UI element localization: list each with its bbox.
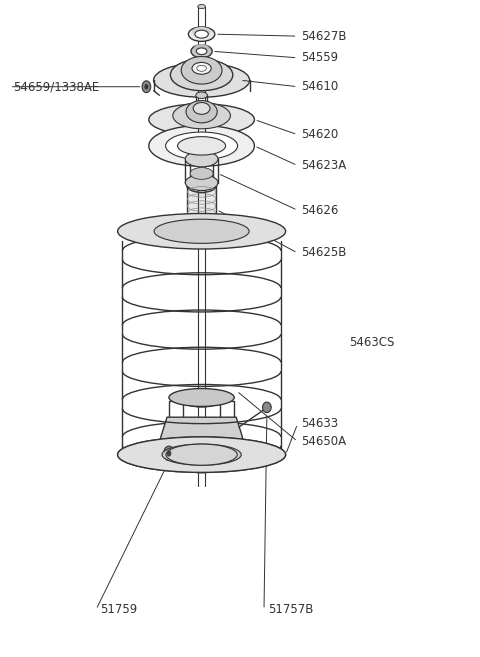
Ellipse shape — [190, 168, 213, 179]
Ellipse shape — [154, 63, 250, 97]
Text: 5463CS: 5463CS — [349, 336, 395, 350]
Text: 54610: 54610 — [301, 80, 339, 93]
Ellipse shape — [166, 444, 237, 465]
Ellipse shape — [187, 227, 216, 241]
Ellipse shape — [193, 102, 210, 114]
Text: 51759: 51759 — [100, 603, 137, 616]
Bar — [187, 185, 216, 234]
Ellipse shape — [187, 178, 216, 193]
Text: 54626: 54626 — [301, 204, 339, 217]
Ellipse shape — [198, 5, 205, 9]
Ellipse shape — [166, 132, 238, 160]
Ellipse shape — [191, 45, 212, 58]
Ellipse shape — [164, 446, 174, 461]
Ellipse shape — [149, 125, 254, 166]
Ellipse shape — [195, 30, 208, 38]
Ellipse shape — [154, 219, 249, 243]
Ellipse shape — [185, 175, 218, 191]
Polygon shape — [161, 417, 242, 470]
Ellipse shape — [118, 437, 286, 472]
Ellipse shape — [196, 48, 207, 55]
Ellipse shape — [181, 57, 222, 84]
Ellipse shape — [196, 92, 207, 99]
Ellipse shape — [197, 66, 206, 72]
Ellipse shape — [144, 84, 148, 89]
Ellipse shape — [162, 444, 241, 465]
Text: 54650A: 54650A — [301, 435, 347, 448]
Ellipse shape — [174, 440, 186, 454]
Text: 54620: 54620 — [301, 128, 339, 141]
Text: 54659/1338AE: 54659/1338AE — [13, 80, 100, 93]
Ellipse shape — [170, 59, 233, 91]
Ellipse shape — [142, 81, 151, 93]
Ellipse shape — [118, 437, 286, 472]
Text: 54627B: 54627B — [301, 30, 347, 43]
Text: 51757B: 51757B — [268, 603, 313, 616]
Ellipse shape — [167, 450, 171, 457]
Text: 54559: 54559 — [301, 51, 338, 64]
Ellipse shape — [178, 444, 182, 450]
Ellipse shape — [185, 151, 218, 167]
Ellipse shape — [192, 27, 211, 36]
Ellipse shape — [188, 27, 215, 41]
Text: 54625B: 54625B — [301, 246, 347, 260]
Ellipse shape — [206, 438, 216, 449]
Ellipse shape — [183, 461, 220, 473]
Ellipse shape — [118, 214, 286, 249]
Ellipse shape — [183, 394, 220, 407]
Text: 54623A: 54623A — [301, 159, 347, 172]
Ellipse shape — [173, 102, 230, 129]
Ellipse shape — [263, 402, 271, 413]
Ellipse shape — [169, 388, 234, 407]
Ellipse shape — [149, 104, 254, 135]
Ellipse shape — [194, 44, 209, 52]
Ellipse shape — [178, 137, 226, 155]
Text: 54633: 54633 — [301, 417, 338, 430]
Ellipse shape — [186, 101, 217, 123]
Ellipse shape — [192, 62, 211, 74]
